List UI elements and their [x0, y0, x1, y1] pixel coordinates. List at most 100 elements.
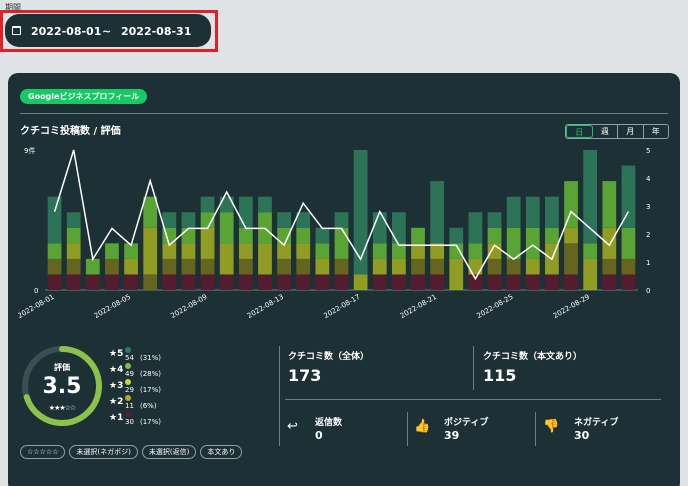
bar-segment: [200, 196, 215, 213]
bar-segment: [583, 150, 598, 244]
dist-star: ★3: [109, 381, 124, 391]
bar-segment: [506, 196, 521, 228]
bar-segment: [296, 212, 311, 228]
bar-segment: [545, 227, 559, 244]
bar-segment: [506, 274, 521, 290]
bar-segment: [315, 227, 330, 244]
bar-segment: [47, 243, 62, 259]
bar-segment: [124, 258, 138, 275]
bar-segment: [506, 258, 521, 275]
x-tick-label: 2022-08-01: [18, 293, 56, 320]
bar-segment: [105, 258, 119, 275]
bar-segment: [525, 227, 540, 259]
bar-segment: [47, 274, 62, 290]
bar-segment: [468, 258, 483, 275]
filter-star-rating[interactable]: ☆☆☆☆☆: [20, 445, 66, 459]
bar-segment: [200, 258, 215, 275]
bar-segment: [392, 212, 406, 244]
dist-count: 29: [125, 386, 134, 394]
rating-line: [53, 149, 630, 281]
stats-divider-reply: [407, 412, 408, 446]
filter-sentiment[interactable]: 未選択(ネガポジ): [69, 445, 138, 459]
rating-label: 評価: [54, 363, 70, 372]
bar-segment: [66, 227, 81, 244]
reply-value: 0: [315, 429, 323, 442]
bar-segment: [124, 274, 138, 290]
reply-icon: ↩: [287, 419, 298, 434]
y-left-tick: 0: [34, 287, 38, 295]
total-reviews-label: クチコミ数（全体）: [288, 352, 370, 362]
bar-segment: [47, 258, 62, 275]
bar-segment: [430, 274, 445, 290]
bar-segment: [66, 243, 81, 259]
bar-segment: [315, 258, 330, 275]
bar-segment: [277, 243, 291, 259]
stats-divider-mid: [473, 346, 474, 390]
total-reviews-value: 173: [288, 366, 322, 385]
x-tick-label: 2022-08-21: [399, 293, 438, 320]
negative-value: 30: [574, 429, 590, 442]
x-tick-label: 2022-08-05: [93, 293, 132, 320]
bar-segment: [487, 258, 502, 275]
bar-segment: [181, 243, 196, 259]
period-label: 期間: [5, 3, 21, 12]
dist-dot: [125, 395, 131, 401]
bar-segment: [277, 258, 291, 275]
filter-reply[interactable]: 未選択(返信): [141, 445, 197, 459]
dist-star: ★4: [109, 365, 124, 375]
bar-segment: [602, 227, 617, 259]
bar-segment: [621, 227, 636, 259]
bar-segment: [430, 181, 445, 244]
toggle-week[interactable]: 週: [593, 125, 618, 138]
calendar-icon: [12, 26, 21, 35]
bar-segment: [105, 243, 119, 259]
bar-segment: [564, 243, 578, 275]
dist-pct: (31%): [140, 354, 162, 362]
bar-segment: [487, 212, 502, 228]
toggle-day[interactable]: 日: [566, 125, 593, 138]
bar-segment: [219, 274, 234, 290]
filter-has-text[interactable]: 本文あり: [200, 445, 243, 459]
bar-segment: [181, 274, 196, 290]
bar-segment: [162, 274, 177, 290]
stats-divider-pos: [535, 412, 536, 446]
filter-bar: ☆☆☆☆☆ 未選択(ネガポジ) 未選択(返信) 本文あり: [20, 445, 243, 459]
bar-segment: [372, 258, 387, 275]
dist-pct: (17%): [140, 418, 162, 426]
bar-segment: [238, 243, 253, 259]
x-tick-label: 2022-08-29: [552, 293, 591, 320]
y-right-tick: 5: [646, 147, 650, 155]
bar-segment: [487, 274, 502, 290]
bar-segment: [583, 243, 598, 259]
dist-dot: [125, 411, 131, 417]
bar-segment: [602, 258, 617, 275]
bar-segment: [372, 243, 387, 259]
bar-segment: [353, 150, 368, 275]
bar-segment: [411, 274, 425, 290]
bar-segment: [162, 212, 177, 228]
bar-segment: [353, 274, 368, 290]
stats-divider-left: [279, 346, 280, 446]
dist-row-2: ★2 11 (6%): [109, 394, 179, 410]
bar-segment: [392, 258, 406, 275]
bar-segment: [334, 227, 349, 259]
toggle-year[interactable]: 年: [651, 127, 660, 136]
date-separator: ~: [102, 25, 112, 38]
dist-count: 30: [125, 418, 134, 426]
bar-segment: [621, 165, 636, 228]
rating-ring: [22, 346, 102, 426]
bar-segment: [277, 274, 291, 290]
y-right-tick: 0: [646, 287, 650, 295]
toggle-month[interactable]: 月: [618, 125, 644, 138]
bar-segment: [602, 274, 617, 290]
bar-segment: [583, 258, 598, 290]
bar-segment: [143, 274, 158, 290]
date-range-picker[interactable]: 2022-08-01 ~ 2022-08-31: [5, 14, 211, 47]
date-from: 2022-08-01: [31, 25, 102, 38]
bar-segment: [219, 243, 234, 275]
bar-segment: [143, 227, 158, 275]
bar-segment: [124, 243, 138, 259]
bar-segment: [296, 258, 311, 275]
bar-segment: [468, 212, 483, 244]
bar-segment: [181, 258, 196, 275]
